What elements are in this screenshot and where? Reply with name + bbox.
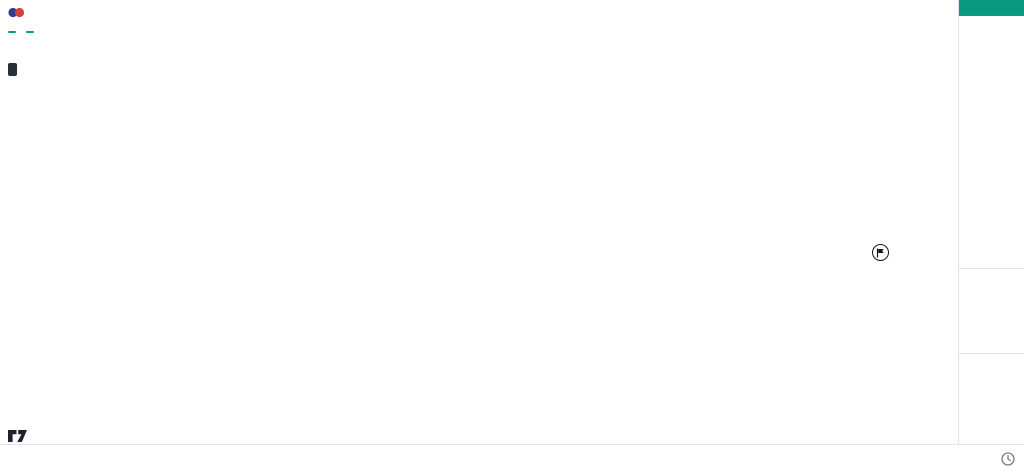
time-axis[interactable] <box>0 444 1024 472</box>
tradingview-mark-icon <box>8 430 27 442</box>
bar-countdown <box>959 0 1024 15</box>
clock-icon[interactable] <box>1000 451 1016 467</box>
pane-separator <box>959 268 1024 269</box>
symbol-legend <box>8 4 107 80</box>
pane-separator <box>959 353 1024 354</box>
price-badge-low <box>8 30 16 33</box>
chart-canvas[interactable] <box>0 0 958 444</box>
instrument-icon <box>8 6 25 19</box>
event-marker-icon[interactable] <box>872 244 889 261</box>
price-badge-high <box>26 30 34 33</box>
ema-legend-row[interactable] <box>8 61 107 78</box>
tradingview-logo[interactable] <box>8 429 35 443</box>
price-axis[interactable] <box>958 0 1024 444</box>
price-badges-row <box>8 23 107 40</box>
volume-legend-row[interactable] <box>8 42 107 59</box>
indicator-swatch-icon <box>8 63 17 76</box>
symbol-title-row[interactable] <box>8 4 107 21</box>
